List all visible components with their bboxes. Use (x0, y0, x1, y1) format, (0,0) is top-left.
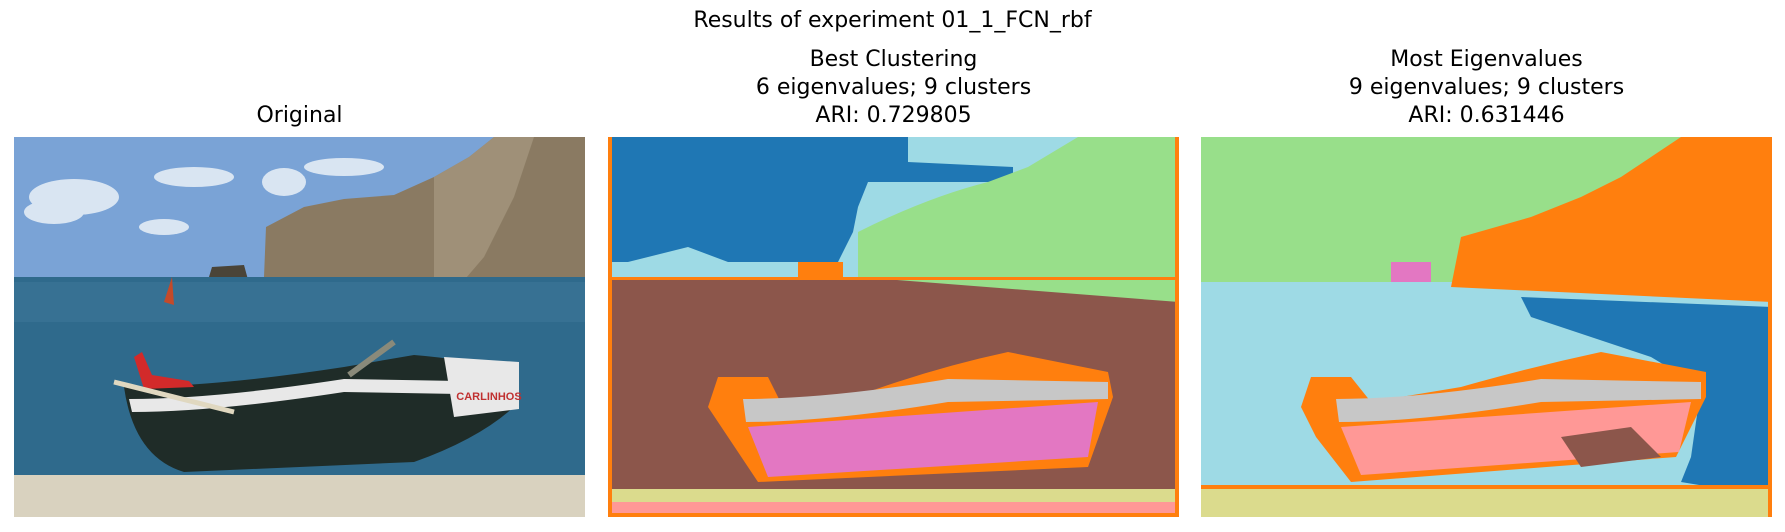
figure-suptitle: Results of experiment 01_1_FCN_rbf (693, 8, 1092, 33)
panel-title-line: 6 eigenvalues; 9 clusters (755, 75, 1032, 100)
panel-title-line: ARI: 0.729805 (815, 103, 972, 128)
cluster-region (798, 262, 843, 280)
cluster-region (608, 277, 1179, 280)
panel-title-most: Most Eigenvalues 9 eigenvalues; 9 cluste… (1201, 46, 1772, 130)
boat-label: CARLINHOS (456, 391, 521, 403)
sailboat (164, 277, 174, 305)
boat-bow (444, 357, 519, 417)
cluster-region (1768, 137, 1772, 517)
panel-title-best: Best Clustering 6 eigenvalues; 9 cluster… (608, 46, 1179, 130)
cluster-region (748, 402, 1098, 477)
clouds (24, 158, 384, 235)
cluster-region (1201, 485, 1772, 489)
oar (347, 339, 396, 378)
boat-stripe (129, 379, 519, 412)
most-eigenvalues-map (1201, 137, 1772, 517)
cliff-shadow (434, 137, 534, 292)
cluster-region (1451, 137, 1772, 302)
cluster-region (1521, 297, 1772, 497)
boat-red (134, 352, 194, 389)
panel-title-line: Most Eigenvalues (1390, 47, 1583, 72)
cluster-region (1175, 137, 1179, 517)
panel-title-line: ARI: 0.631446 (1408, 103, 1565, 128)
sea-band (14, 282, 585, 322)
cluster-region (1391, 262, 1431, 282)
sand (14, 475, 585, 517)
original-photo: CARLINHOS (14, 137, 585, 517)
panel-title-original: Original (14, 102, 585, 130)
oar (113, 379, 235, 415)
best-clustering-map (608, 137, 1179, 517)
cluster-region (1336, 379, 1701, 422)
cluster-region (608, 137, 612, 517)
cluster-region (858, 137, 1179, 302)
cluster-region (743, 379, 1108, 422)
cluster-region (608, 513, 1179, 517)
panel-title-line: Best Clustering (809, 47, 978, 72)
panel-title-line: Original (256, 103, 343, 128)
cluster-region (1201, 487, 1772, 517)
cluster-region (808, 137, 838, 157)
cluster-region (1561, 427, 1661, 467)
cluster-region (608, 137, 1013, 262)
panel-title-line: 9 eigenvalues; 9 clusters (1348, 75, 1625, 100)
